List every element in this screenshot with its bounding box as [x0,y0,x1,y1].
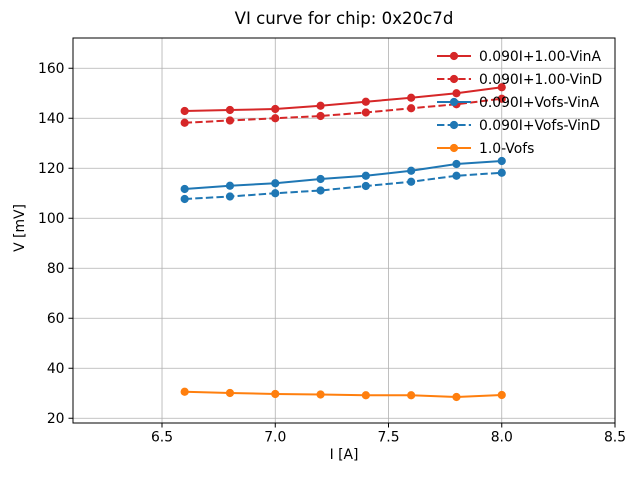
series-marker-4 [497,390,506,400]
x-axis-label: I [A] [329,447,359,463]
series-marker-4 [407,391,416,400]
series-marker-3 [271,189,280,198]
series-marker-1 [497,94,506,103]
series-marker-2 [316,174,325,184]
series-line-3 [184,171,502,200]
series-line-2 [184,160,502,190]
y-tick-label: 140 [38,111,65,127]
series-marker-3 [497,168,506,177]
series-marker-2 [180,184,189,194]
series-marker-2 [407,166,416,175]
x-tick-label: 6.5 [151,430,173,446]
series-marker-3 [407,177,416,186]
series-marker-0 [452,89,461,98]
x-tick-label: 8.0 [491,430,513,446]
series-marker-3 [316,186,325,195]
legend-label: 1.0-Vofs [479,141,534,157]
series-marker-1 [316,111,325,121]
legend-label: 0.090I+Vofs-VinD [479,118,600,134]
y-tick-label: 80 [47,261,65,277]
series-marker-1 [407,104,416,113]
y-tick-label: 20 [47,411,65,427]
series-marker-0 [180,106,189,116]
series-marker-2 [271,179,280,188]
series-marker-0 [407,93,416,102]
series-marker-1 [361,108,370,117]
series-line-0 [184,86,502,112]
series-marker-2 [497,156,506,166]
x-tick-label: 7.0 [264,430,286,446]
y-tick-label: 60 [47,311,65,327]
y-tick-label: 40 [47,361,65,377]
legend-sample-marker [449,143,459,153]
legend-sample-marker [449,97,459,107]
series-marker-4 [316,390,325,399]
series-marker-1 [180,118,189,127]
plot-border [72,37,616,424]
legend-label: 0.090I+Vofs-VinA [479,95,600,111]
series-marker-4 [180,387,189,396]
legend-sample-marker [449,51,459,61]
series-marker-2 [361,171,370,180]
series-marker-4 [361,391,370,400]
series-marker-0 [225,105,235,115]
series-marker-3 [452,171,461,180]
series-marker-2 [225,181,235,190]
series-marker-1 [225,116,235,125]
series-marker-4 [452,392,461,402]
legend-label: 0.090I+1.00-VinA [479,49,601,65]
series-marker-0 [271,104,280,114]
series-marker-2 [452,159,461,169]
series-line-4 [184,390,502,399]
series-marker-3 [225,192,235,201]
x-tick-label: 7.5 [377,430,399,446]
series-marker-0 [497,83,506,92]
series-marker-0 [316,101,325,110]
series-marker-3 [361,181,370,191]
x-tick-label: 8.5 [604,430,626,446]
legend-sample-marker [449,120,459,130]
y-tick-label: 100 [38,211,65,227]
series-marker-4 [225,388,235,398]
y-tick-label: 120 [38,161,65,177]
legend-sample-marker [449,74,459,84]
series-marker-1 [271,114,280,123]
series-marker-0 [361,97,370,106]
series-marker-3 [180,194,189,204]
series-marker-4 [271,389,280,399]
legend-label: 0.090I+1.00-VinD [479,72,602,88]
y-tick-label: 160 [38,61,65,77]
y-axis-label: V [mV] [12,204,28,252]
chart-title: VI curve for chip: 0x20c7d [234,9,454,28]
